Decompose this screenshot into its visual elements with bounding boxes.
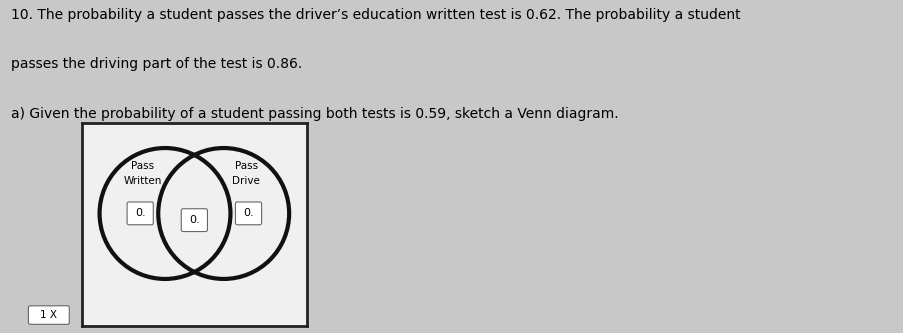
- Text: Pass: Pass: [131, 161, 154, 171]
- Text: 0.: 0.: [135, 208, 145, 218]
- Text: a) Given the probability of a student passing both tests is 0.59, sketch a Venn : a) Given the probability of a student pa…: [11, 107, 618, 121]
- Text: 0.: 0.: [243, 208, 254, 218]
- Text: 10. The probability a student passes the driver’s education written test is 0.62: 10. The probability a student passes the…: [11, 8, 740, 22]
- Text: Drive: Drive: [232, 176, 260, 186]
- Text: 1 X: 1 X: [41, 310, 57, 320]
- FancyBboxPatch shape: [28, 306, 70, 324]
- Text: 0.: 0.: [189, 215, 200, 225]
- Text: Written: Written: [123, 176, 162, 186]
- Text: Pass: Pass: [235, 161, 257, 171]
- Text: passes the driving part of the test is 0.86.: passes the driving part of the test is 0…: [11, 57, 302, 71]
- FancyBboxPatch shape: [127, 202, 154, 225]
- FancyBboxPatch shape: [182, 209, 207, 231]
- FancyBboxPatch shape: [235, 202, 261, 225]
